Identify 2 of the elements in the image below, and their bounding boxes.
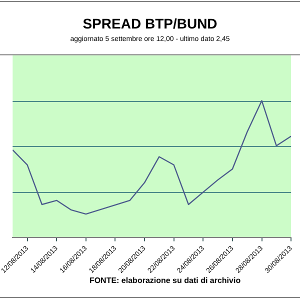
source-note: FONTE: elaborazione su dati di archivio [89,276,241,286]
chart-title: SPREAD BTP/BUND [82,15,218,32]
